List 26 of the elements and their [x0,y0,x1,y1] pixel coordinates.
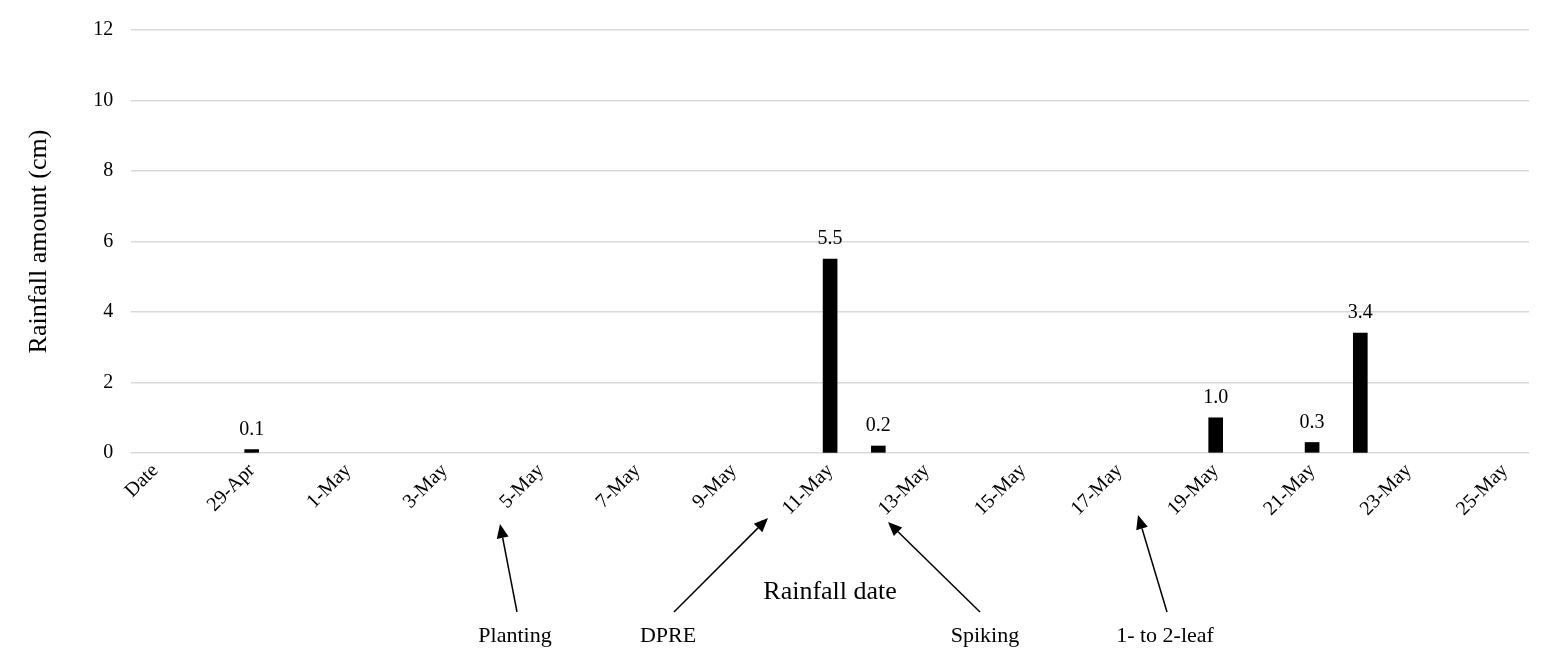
y-tick-label: 0 [103,440,114,463]
data-label: 0.2 [865,413,891,436]
data-label: 0.1 [239,416,265,439]
bar [1352,332,1368,453]
data-label: 1.0 [1203,385,1229,408]
y-tick-label: 8 [103,158,114,181]
y-tick-label: 6 [103,228,114,251]
data-label: 3.4 [1347,300,1373,323]
y-tick-label: 2 [103,369,114,392]
y-tick-label: 12 [93,17,114,40]
data-label: 5.5 [817,226,843,249]
data-label: 0.3 [1299,409,1325,432]
y-tick-label: 10 [93,87,114,110]
y-axis-title: Rainfall amount (cm) [23,129,53,354]
bar [1304,442,1320,453]
text: Planting [478,622,552,648]
bar [244,449,260,453]
x-tick-label: Date [119,458,162,501]
y-tick-label: 4 [103,299,114,322]
text: DPRE [639,622,697,648]
bar [870,445,886,453]
bar [822,258,838,453]
x-axis-title: Rainfall date [763,576,897,606]
bar [1208,417,1224,453]
text: Spiking [950,622,1020,648]
text: 1- to 2-leaf [1116,622,1214,648]
